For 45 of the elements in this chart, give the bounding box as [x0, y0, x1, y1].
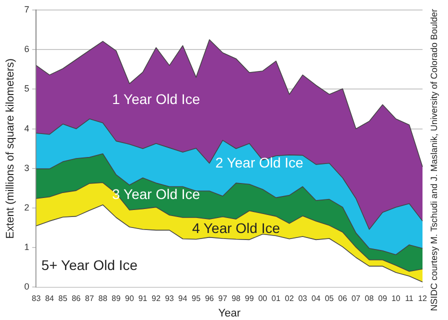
text: NSIDC courtesy M. Tschudi and J. Maslanik, University of Colorado Boulder [429, 9, 439, 311]
series-label: 1 Year Old Ice [112, 91, 200, 108]
x-tick-label: 83 [32, 294, 42, 304]
x-tick-label: 05 [324, 294, 334, 304]
x-tick-label: 12 [418, 294, 428, 304]
x-tick-label: 89 [112, 294, 122, 304]
y-tick-label: 1 [24, 242, 30, 252]
y-tick-label: 7 [24, 4, 30, 14]
x-tick-label: 11 [405, 294, 414, 304]
y-tick-label: 4 [24, 123, 30, 134]
x-tick-label: 03 [298, 294, 308, 304]
y-tick-label: 5 [24, 84, 30, 94]
x-tick-label: 95 [192, 294, 202, 304]
x-axis-title: Year [218, 307, 241, 320]
x-tick-label: 01 [272, 294, 281, 304]
x-tick-label: 02 [284, 294, 294, 304]
series-label: 5+ Year Old Ice [41, 256, 138, 273]
y-tick-label: 6 [24, 44, 30, 54]
x-tick-label: 10 [391, 294, 401, 304]
x-tick-label: 92 [152, 294, 162, 304]
x-tick-label: 94 [178, 294, 188, 304]
series-label: 2 Year Old Ice [215, 154, 304, 171]
x-tick-label: 90 [125, 294, 134, 304]
x-tick-label: 98 [232, 294, 242, 304]
x-tick-label: 93 [164, 294, 174, 304]
y-tick-label: 3 [24, 162, 30, 173]
x-tick-label: 88 [98, 294, 108, 304]
x-tick-label: 07 [351, 294, 361, 304]
x-tick-label: 96 [204, 294, 214, 304]
x-tick-label: 04 [312, 294, 321, 304]
x-tick-label: 87 [85, 294, 94, 304]
x-tick-label: 06 [338, 294, 348, 304]
x-tick-label: 09 [378, 294, 388, 304]
x-tick-label: 97 [218, 294, 228, 304]
y-axis-title: Extent (millions of square kilometers) [4, 58, 17, 239]
x-tick-label: 84 [45, 294, 55, 304]
x-tick-label: 85 [58, 294, 68, 304]
x-tick-label: 00 [258, 294, 268, 304]
y-tick-label: 0 [24, 282, 30, 292]
series-label: 4 Year Old Ice [192, 220, 280, 236]
x-tick-label: 91 [138, 294, 148, 304]
x-tick-label: 86 [72, 294, 82, 304]
x-tick-label: 99 [244, 294, 254, 304]
y-tick-label: 2 [24, 202, 30, 212]
x-tick-label: 08 [364, 294, 374, 304]
